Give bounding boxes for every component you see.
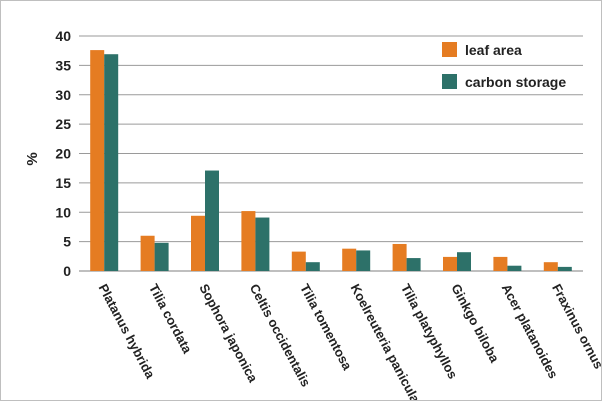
legend: leaf area carbon storage: [442, 42, 566, 90]
x-category-label: Tilia platyphyllos: [398, 281, 461, 381]
bar-carbon-storage: [557, 266, 572, 271]
y-tick-label: 0: [63, 263, 71, 279]
bar-carbon-storage: [305, 262, 320, 271]
bar-carbon-storage: [507, 265, 522, 271]
x-category-label: Tilia cordata: [146, 281, 195, 356]
bar-leaf-area: [90, 50, 105, 271]
bar-carbon-storage: [406, 258, 421, 271]
y-tick-label: 30: [55, 87, 71, 103]
bar-carbon-storage: [154, 242, 169, 271]
bar-leaf-area: [291, 251, 306, 271]
bar-carbon-storage: [356, 250, 371, 271]
y-tick-label: 25: [55, 116, 71, 132]
y-tick-label: 5: [63, 234, 71, 250]
bar-leaf-area: [493, 256, 508, 271]
x-category-label: Acer platanoides: [499, 281, 561, 381]
bar-leaf-area: [443, 256, 457, 271]
bar-carbon-storage: [205, 170, 219, 271]
bar-leaf-area: [241, 211, 256, 271]
legend-swatch: [442, 74, 457, 89]
x-category-label: Fraxinus ornus: [549, 281, 601, 371]
legend-swatch: [442, 42, 457, 57]
y-tick-label: 20: [55, 146, 71, 162]
legend-label: carbon storage: [465, 74, 566, 90]
bar-leaf-area: [140, 235, 155, 271]
x-category-label: Tilia tomentosa: [297, 281, 355, 373]
bar-carbon-storage: [457, 252, 471, 271]
x-category-label: Ginkgo biloba: [448, 281, 502, 365]
bar-leaf-area: [342, 248, 357, 271]
bar-leaf-area: [392, 243, 407, 271]
grid: [79, 35, 583, 272]
bars: [90, 50, 572, 272]
legend-label: leaf area: [465, 42, 522, 58]
y-tick-label: 35: [55, 57, 71, 73]
bar-carbon-storage: [104, 54, 119, 272]
y-tick-label: 40: [55, 28, 71, 44]
bar-leaf-area: [543, 262, 558, 271]
bar-leaf-area: [191, 215, 205, 271]
y-tick-label: 15: [55, 175, 71, 191]
y-axis: 0 5 10 15 20 25 30 35 40: [55, 28, 71, 279]
y-axis-title: %: [24, 152, 41, 165]
x-category-label: Platanus hybrida: [96, 281, 159, 381]
y-tick-label: 10: [55, 204, 71, 220]
bar-carbon-storage: [255, 217, 270, 271]
